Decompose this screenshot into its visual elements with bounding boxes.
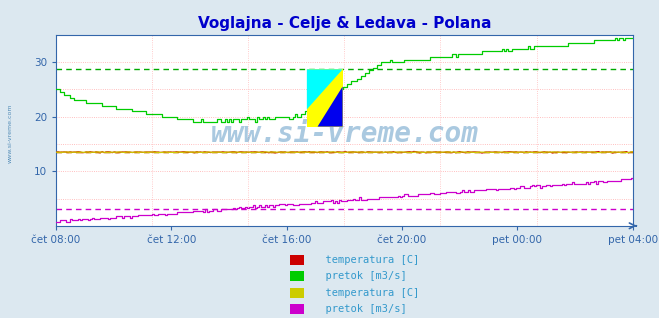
Bar <box>307 69 343 127</box>
Polygon shape <box>307 69 343 109</box>
Text: temperatura [C]: temperatura [C] <box>313 288 419 298</box>
Text: www.si-vreme.com: www.si-vreme.com <box>8 104 13 163</box>
Text: pretok [m3/s]: pretok [m3/s] <box>313 304 407 314</box>
Text: pretok [m3/s]: pretok [m3/s] <box>313 271 407 281</box>
Text: www.si-vreme.com: www.si-vreme.com <box>210 120 478 148</box>
Title: Voglajna - Celje & Ledava - Polana: Voglajna - Celje & Ledava - Polana <box>198 16 491 31</box>
Text: temperatura [C]: temperatura [C] <box>313 255 419 265</box>
Polygon shape <box>318 86 343 127</box>
